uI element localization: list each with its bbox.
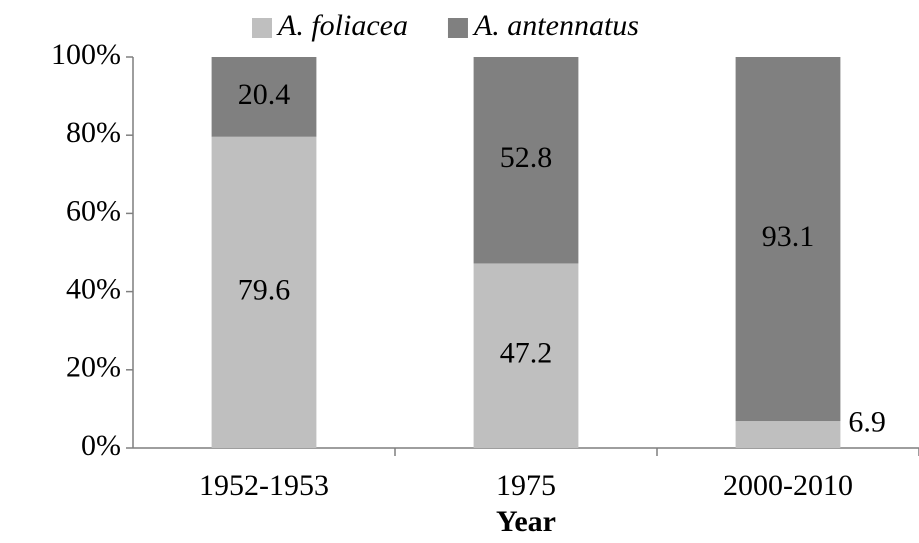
y-tick-label: 0% bbox=[81, 429, 121, 462]
data-label: 79.6 bbox=[238, 273, 291, 306]
data-label: 52.8 bbox=[500, 141, 553, 174]
bar-segment bbox=[735, 57, 841, 422]
y-tick-label: 40% bbox=[66, 272, 121, 305]
data-label: 93.1 bbox=[762, 220, 815, 253]
x-tick-label: 1952-1953 bbox=[199, 469, 329, 502]
y-tick-label: 20% bbox=[66, 351, 121, 384]
legend-label: A. antennatus bbox=[472, 9, 639, 42]
data-label: 47.2 bbox=[500, 337, 553, 370]
x-tick-label: 2000-2010 bbox=[723, 469, 853, 502]
bar-segment bbox=[735, 421, 841, 448]
bar-segment bbox=[473, 263, 579, 448]
data-label: 20.4 bbox=[238, 78, 291, 111]
x-axis-title: Year bbox=[496, 505, 556, 538]
data-label: 6.9 bbox=[848, 405, 886, 438]
legend-swatch bbox=[447, 18, 468, 38]
y-tick-label: 100% bbox=[51, 38, 121, 71]
bar-segment bbox=[473, 57, 579, 264]
y-tick-label: 80% bbox=[66, 116, 121, 149]
legend-swatch bbox=[252, 18, 272, 38]
bar-segment bbox=[211, 57, 317, 137]
x-tick-label: 1975 bbox=[496, 469, 556, 502]
bar-segment bbox=[211, 136, 317, 448]
y-tick-label: 60% bbox=[66, 194, 121, 227]
legend-label: A. foliacea bbox=[276, 9, 408, 42]
